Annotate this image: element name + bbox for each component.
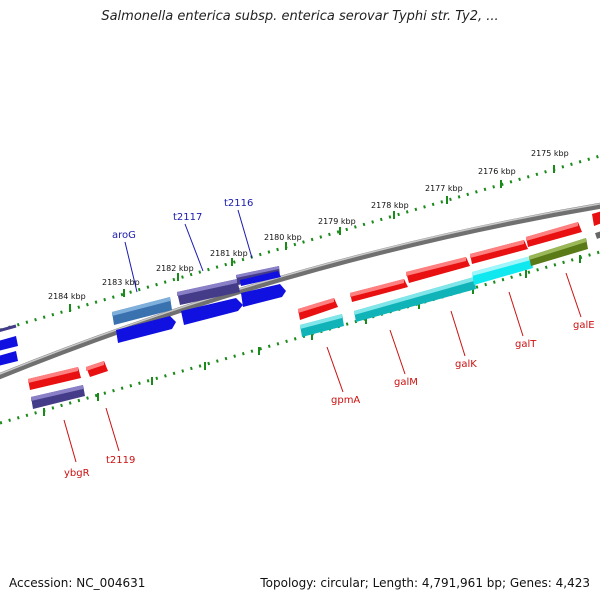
scale-label: 2179 kbp xyxy=(318,217,356,226)
top-label-leaders xyxy=(124,209,253,293)
gene-galT-shade xyxy=(470,240,524,258)
gene-feature[interactable] xyxy=(0,336,18,351)
topology-summary-text: Topology: circular; Length: 4,791,961 bp… xyxy=(260,576,590,590)
gene-feature[interactable] xyxy=(181,298,243,325)
scale-label: 2180 kbp xyxy=(264,233,302,242)
scale-label: 2184 kbp xyxy=(48,292,86,301)
lower-tick-ruler xyxy=(0,250,600,425)
gene-feature[interactable] xyxy=(0,351,18,366)
gene-galM-shade xyxy=(350,279,404,297)
scale-label: 2181 kbp xyxy=(210,249,248,258)
gene-feature[interactable] xyxy=(241,284,286,307)
gene-label-galK[interactable]: galK xyxy=(455,359,477,370)
gene-feature[interactable] xyxy=(592,211,600,226)
upper-major-ticks xyxy=(69,165,555,312)
gene-galM-cds-shade xyxy=(354,277,474,315)
scale-label: 2175 kbp xyxy=(531,149,569,158)
genome-backbone-highlight xyxy=(0,203,600,375)
upper-tick-ruler xyxy=(0,154,600,332)
gene-label-aroG[interactable]: aroG xyxy=(112,230,136,241)
gene-feature[interactable] xyxy=(116,316,176,343)
gene-t2117-shade xyxy=(177,279,237,296)
bottom-label-leaders xyxy=(63,272,582,463)
gene-feature-edge xyxy=(595,231,600,239)
gene-feature-edge xyxy=(0,324,17,333)
gene-label-t2117[interactable]: t2117 xyxy=(173,212,202,223)
gene-t2119-shade xyxy=(86,361,104,371)
gene-aroG-shade xyxy=(112,297,170,316)
gene-feature[interactable] xyxy=(240,271,281,286)
gene-ybgR-cds-shade xyxy=(31,385,83,401)
gene-galE-shade xyxy=(526,222,578,241)
accession-text: Accession: NC_004631 xyxy=(9,576,146,590)
genome-backbone xyxy=(0,202,600,380)
gene-ybgR-shade xyxy=(28,367,78,383)
gene-galT-cds-shade xyxy=(472,256,531,276)
scale-label: 2176 kbp xyxy=(478,167,516,176)
gene-label-t2116[interactable]: t2116 xyxy=(224,198,253,209)
gene-galE-cds-shade xyxy=(529,238,586,260)
gene-gpmA-shade xyxy=(298,298,334,313)
gene-label-galE[interactable]: galE xyxy=(573,320,595,331)
scale-label: 2183 kbp xyxy=(102,278,140,287)
scale-label: 2178 kbp xyxy=(371,201,409,210)
gene-label-gpmA[interactable]: gpmA xyxy=(331,395,360,406)
gene-label-ybgR[interactable]: ybgR xyxy=(64,468,90,479)
scale-label: 2182 kbp xyxy=(156,264,194,273)
gene-label-t2119[interactable]: t2119 xyxy=(106,455,135,466)
scale-label: 2177 kbp xyxy=(425,184,463,193)
gene-gpmA-cds-shade xyxy=(300,314,342,329)
page-title: Salmonella enterica subsp. enterica sero… xyxy=(101,9,499,24)
gene-t2116-shade xyxy=(236,266,279,278)
gene-label-galM[interactable]: galM xyxy=(394,377,418,388)
gene-galK-shade xyxy=(406,257,466,276)
gene-label-galT[interactable]: galT xyxy=(515,339,537,350)
